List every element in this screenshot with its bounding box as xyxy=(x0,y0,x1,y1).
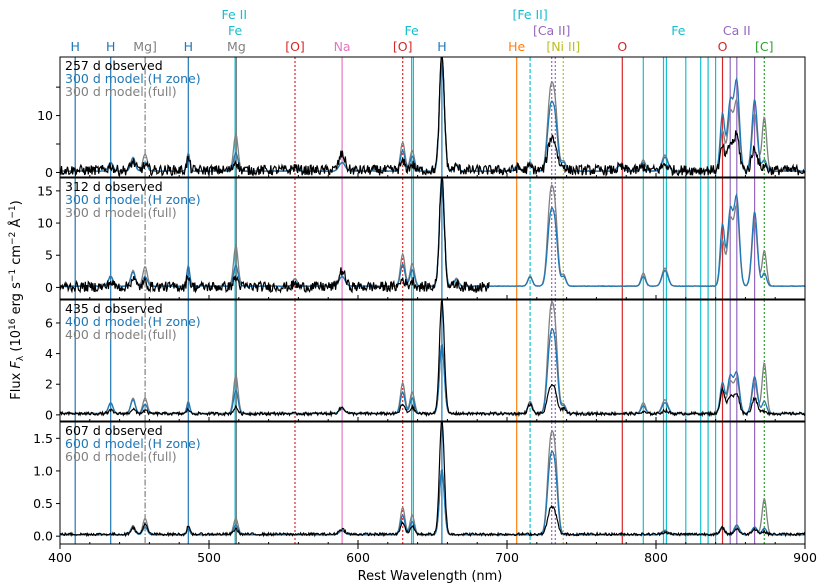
legend-entry: 300 d model (full) xyxy=(65,205,177,220)
y-axis-label-part: 16 xyxy=(8,318,18,330)
panel-frame xyxy=(59,56,806,178)
y-axis-label-part: Å xyxy=(8,219,24,232)
y-tick-label: 0.0 xyxy=(33,529,53,544)
panel-plot-area xyxy=(60,422,805,544)
line-id-label: Ca II xyxy=(723,23,751,38)
y-axis-label-part: −2 xyxy=(8,232,18,245)
line-id-label: Mg] xyxy=(133,39,157,54)
line-id-label: O xyxy=(718,39,728,54)
y-tick-label: 10 xyxy=(37,108,53,123)
line-id-label: H xyxy=(106,39,115,54)
legend-entry: 607 d observed xyxy=(65,423,163,438)
panel-frame xyxy=(59,421,806,545)
line-id-label: H xyxy=(437,39,446,54)
y-tick-label: 1.5 xyxy=(33,431,53,446)
y-axis-label-part: λ xyxy=(16,355,26,361)
observed-line xyxy=(60,178,490,294)
y-tick-label: 0.5 xyxy=(33,496,53,511)
legend-entry: 257 d observed xyxy=(65,58,163,73)
line-id-label: [Ca II] xyxy=(533,23,571,38)
line-id-label: Fe xyxy=(404,23,419,38)
line-id-label: [O] xyxy=(285,39,305,54)
legend-entry: 300 d model (H zone) xyxy=(65,71,201,86)
observed-line xyxy=(60,422,805,538)
panel-plot-area xyxy=(60,57,805,177)
y-axis-label: Flux Fλ (1016 erg s−1 cm−2 Å−1) xyxy=(8,200,26,399)
y-tick-label: 2 xyxy=(45,377,53,392)
y-axis-label-part: −1 xyxy=(8,269,18,282)
y-tick-label: 0 xyxy=(45,280,53,295)
x-axis: 400 500 600 700 800 900 xyxy=(48,544,817,565)
y-tick-label: 1.0 xyxy=(33,463,53,478)
panel-plot-area xyxy=(60,300,805,421)
panel-plot-area xyxy=(60,178,805,299)
legend-entry: 312 d observed xyxy=(65,179,163,194)
x-tick-label: 900 xyxy=(793,550,817,565)
y-axis-label-part: (10 xyxy=(9,330,24,356)
x-tick-label: 400 xyxy=(48,550,72,565)
line-id-label: Fe xyxy=(671,23,686,38)
line-id-label: [C] xyxy=(755,39,773,54)
y-axis-label-part: erg s xyxy=(9,282,24,319)
y-tick-label: 4 xyxy=(45,346,53,361)
legend-entry: 400 d model (H zone) xyxy=(65,314,201,329)
y-axis-label-part: cm xyxy=(9,245,24,269)
line-id-label: Na xyxy=(334,39,351,54)
legend-entry: 400 d model (full) xyxy=(65,327,177,342)
x-tick-label: 800 xyxy=(644,550,668,565)
panel-frame xyxy=(59,299,806,422)
x-tick-label: 700 xyxy=(495,550,519,565)
x-axis-label: Rest Wavelength (nm) xyxy=(358,569,503,584)
y-axis-label-part: −1 xyxy=(8,205,18,218)
legend-entry: 300 d model (H zone) xyxy=(65,192,201,207)
line-id-label: Fe xyxy=(228,23,243,38)
legend-entry: 600 d model (full) xyxy=(65,449,177,464)
line-id-label: H xyxy=(184,39,193,54)
y-tick-label: 10 xyxy=(37,216,53,231)
x-tick-label: 600 xyxy=(346,550,370,565)
observed-line xyxy=(60,57,805,177)
y-axis-label-part: Flux xyxy=(9,369,24,400)
line-id-label: H xyxy=(70,39,79,54)
panel-frame xyxy=(59,177,806,300)
y-axis-label-part: ) xyxy=(9,200,24,205)
y-axis-label-part: F xyxy=(9,361,24,369)
line-id-label: He xyxy=(508,39,525,54)
legend-entry: 435 d observed xyxy=(65,301,163,316)
line-id-label: [Ni II] xyxy=(546,39,580,54)
y-tick-label: 0 xyxy=(45,407,53,422)
legend-entry: 300 d model (full) xyxy=(65,84,177,99)
line-id-label: O xyxy=(617,39,627,54)
y-tick-label: 0 xyxy=(45,165,53,180)
line-id-label: [O] xyxy=(393,39,413,54)
y-tick-label: 5 xyxy=(45,248,53,263)
line-id-label: Mg xyxy=(227,39,246,54)
y-tick-label: 15 xyxy=(37,183,53,198)
x-tick-label: 500 xyxy=(197,550,221,565)
line-id-label: Fe II xyxy=(222,7,248,22)
y-tick-label: 6 xyxy=(45,315,53,330)
line-id-label: [Fe II] xyxy=(512,7,547,22)
observed-line xyxy=(60,300,805,418)
legend-entry: 600 d model (H zone) xyxy=(65,436,201,451)
